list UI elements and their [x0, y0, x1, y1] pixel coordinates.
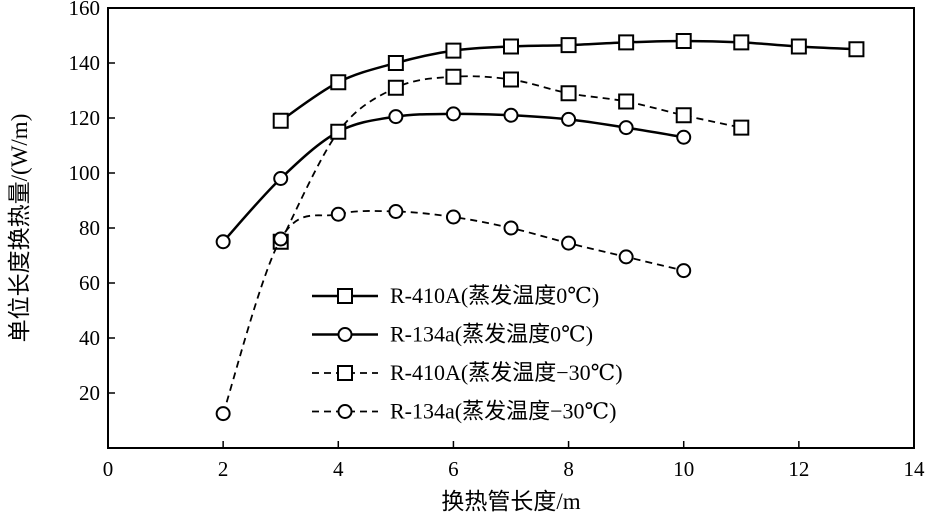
x-tick-label: 4 — [333, 457, 344, 481]
legend-item: R-134a(蒸发温度0℃) — [312, 322, 593, 347]
data-point — [388, 109, 404, 125]
x-tick-label: 8 — [563, 457, 574, 481]
series-4 — [215, 204, 692, 422]
y-tick-label: 120 — [69, 106, 101, 130]
x-tick-label: 14 — [904, 457, 926, 481]
data-point — [560, 37, 577, 54]
legend-label: R-410A(蒸发温度−30℃) — [390, 360, 623, 385]
y-tick-label: 140 — [69, 51, 101, 75]
x-axis-title: 换热管长度/m — [441, 489, 580, 514]
y-tick-label: 20 — [79, 381, 100, 405]
data-point — [676, 263, 692, 279]
y-tick-label: 160 — [69, 0, 101, 20]
data-point — [330, 74, 347, 91]
y-tick-label: 60 — [79, 271, 100, 295]
data-point — [273, 171, 289, 186]
data-point — [215, 406, 231, 422]
data-point — [215, 234, 231, 250]
data-point — [388, 204, 404, 219]
legend-label: R-134a(蒸发温度0℃) — [390, 322, 593, 347]
data-point — [561, 111, 577, 127]
legend-marker — [337, 365, 353, 381]
data-point — [848, 41, 865, 58]
legend: R-410A(蒸发温度0℃) R-134a(蒸发温度0℃) R-410A(蒸发温度−… — [312, 283, 623, 424]
x-tick-label: 6 — [448, 457, 459, 481]
legend-marker — [337, 327, 353, 342]
axis-ticks: 0 2 4 6 8 10 12 14 20 40 60 80 100 120 140 160 — [69, 0, 926, 481]
series-1 — [272, 33, 865, 129]
data-point — [503, 220, 519, 236]
data-point — [675, 107, 692, 124]
data-point — [675, 33, 692, 49]
y-tick-label: 40 — [79, 326, 100, 350]
data-point — [733, 34, 750, 51]
y-tick-label: 100 — [69, 161, 101, 185]
x-tick-label: 10 — [673, 457, 694, 481]
data-point — [733, 119, 750, 136]
legend-item: R-134a(蒸发温度−30℃) — [312, 399, 616, 424]
legend-item: R-410A(蒸发温度0℃) — [312, 283, 599, 308]
legend-marker — [337, 288, 353, 304]
y-tick-label: 80 — [79, 216, 100, 240]
series-2 — [215, 106, 692, 250]
data-point — [272, 112, 289, 129]
series-line — [279, 75, 742, 243]
data-point — [330, 123, 347, 140]
data-point — [503, 107, 519, 123]
x-tick-label: 12 — [788, 457, 809, 481]
data-point — [330, 206, 346, 222]
x-tick-label: 2 — [218, 457, 229, 481]
data-point — [790, 38, 807, 55]
data-point — [273, 231, 289, 247]
legend-label: R-134a(蒸发温度−30℃) — [390, 399, 616, 424]
data-point — [387, 79, 404, 96]
y-axis-title: 单位长度换热量/(W/m) — [7, 114, 32, 343]
data-point — [445, 42, 462, 59]
series-layer — [215, 33, 865, 422]
series-3 — [272, 68, 750, 250]
data-point — [618, 120, 634, 136]
legend-label: R-410A(蒸发温度0℃) — [390, 283, 599, 308]
data-point — [618, 249, 634, 265]
data-point — [560, 85, 577, 102]
data-point — [676, 129, 692, 145]
data-point — [445, 106, 461, 122]
data-point — [503, 38, 519, 55]
data-point — [561, 235, 577, 251]
data-point — [618, 93, 635, 110]
data-point — [503, 71, 519, 88]
legend-marker — [337, 404, 353, 419]
x-tick-label: 0 — [103, 457, 114, 481]
data-point — [445, 209, 461, 225]
data-point — [387, 55, 404, 71]
data-point — [618, 34, 635, 51]
legend-item: R-410A(蒸发温度−30℃) — [312, 360, 623, 385]
data-point — [445, 68, 462, 85]
